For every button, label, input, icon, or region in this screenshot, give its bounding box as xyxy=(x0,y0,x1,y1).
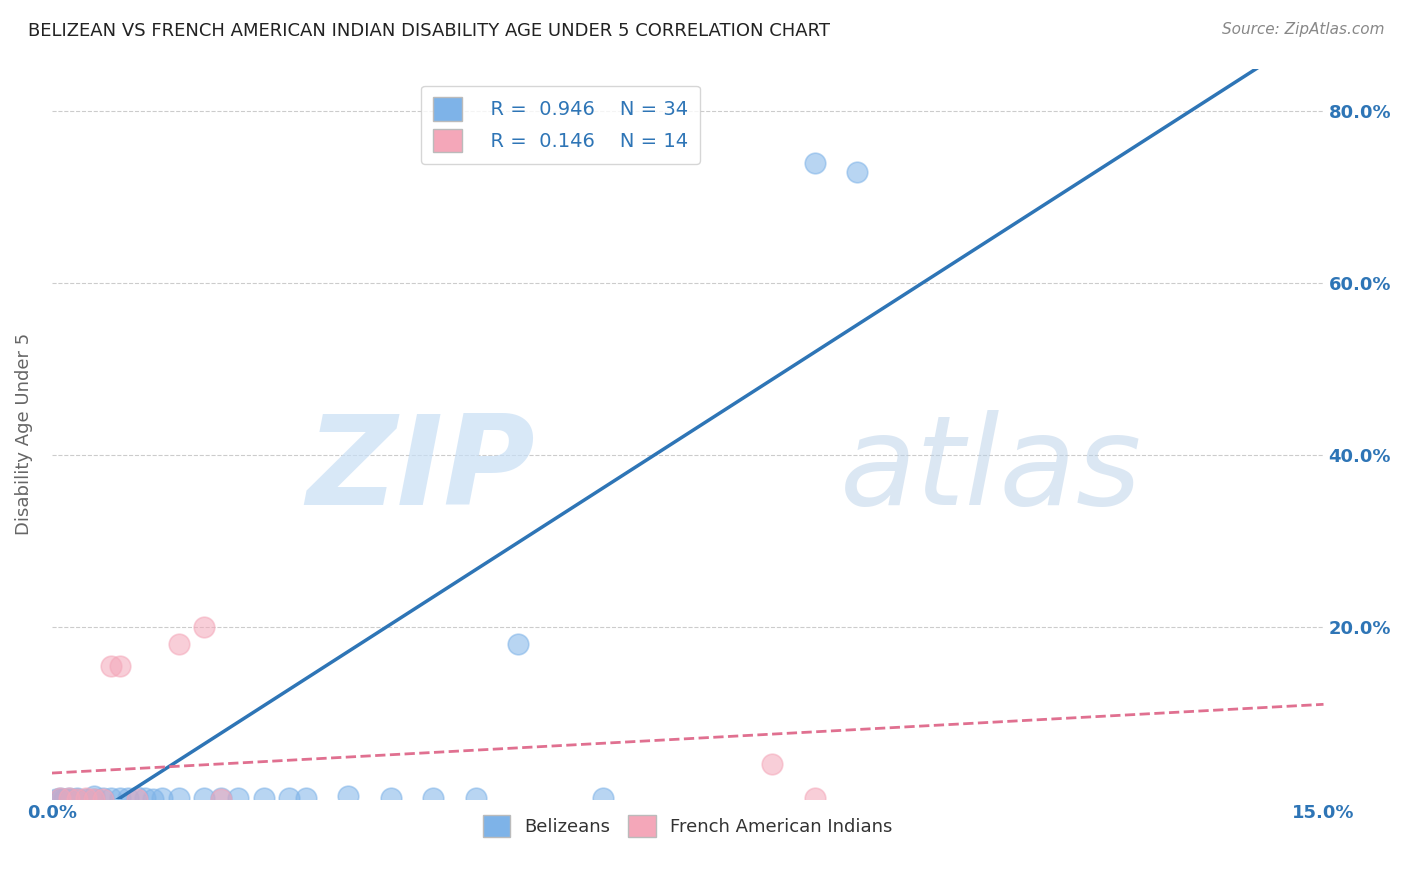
Point xyxy=(45,792,67,806)
Point xyxy=(209,791,232,805)
Point xyxy=(100,791,122,805)
Point xyxy=(100,658,122,673)
Point xyxy=(804,156,827,170)
Point xyxy=(150,791,173,805)
Point xyxy=(91,791,114,805)
Point xyxy=(83,789,105,804)
Point xyxy=(337,789,360,804)
Point xyxy=(422,791,444,805)
Point xyxy=(846,164,869,178)
Point xyxy=(75,792,97,806)
Point xyxy=(278,791,301,805)
Point xyxy=(380,791,402,805)
Point xyxy=(134,791,156,805)
Point xyxy=(58,791,80,805)
Point xyxy=(49,791,72,805)
Point xyxy=(75,791,97,805)
Point xyxy=(53,792,76,806)
Point xyxy=(117,791,139,805)
Point xyxy=(49,791,72,805)
Point xyxy=(506,637,529,651)
Point xyxy=(592,791,614,805)
Point xyxy=(58,792,80,806)
Text: ZIP: ZIP xyxy=(307,409,536,531)
Point xyxy=(66,792,89,806)
Point xyxy=(464,791,486,805)
Point xyxy=(295,791,318,805)
Point xyxy=(125,790,148,805)
Point xyxy=(108,658,131,673)
Point xyxy=(804,791,827,805)
Point xyxy=(167,791,190,805)
Point xyxy=(91,792,114,806)
Legend: Belizeans, French American Indians: Belizeans, French American Indians xyxy=(475,808,900,845)
Point xyxy=(125,792,148,806)
Point xyxy=(108,791,131,805)
Text: BELIZEAN VS FRENCH AMERICAN INDIAN DISABILITY AGE UNDER 5 CORRELATION CHART: BELIZEAN VS FRENCH AMERICAN INDIAN DISAB… xyxy=(28,22,830,40)
Y-axis label: Disability Age Under 5: Disability Age Under 5 xyxy=(15,333,32,535)
Point xyxy=(253,791,276,805)
Point xyxy=(66,791,89,805)
Text: atlas: atlas xyxy=(841,409,1142,531)
Point xyxy=(209,792,232,806)
Text: Source: ZipAtlas.com: Source: ZipAtlas.com xyxy=(1222,22,1385,37)
Point xyxy=(66,792,89,806)
Point xyxy=(83,792,105,806)
Point xyxy=(193,620,215,634)
Point xyxy=(49,792,72,806)
Point xyxy=(761,757,783,772)
Point xyxy=(193,791,215,805)
Point xyxy=(142,792,165,806)
Point xyxy=(167,637,190,651)
Point xyxy=(226,791,249,805)
Point xyxy=(83,792,105,806)
Point xyxy=(58,791,80,805)
